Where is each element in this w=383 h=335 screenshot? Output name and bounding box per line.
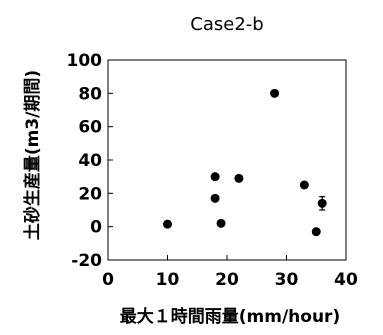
- data-points: [163, 88, 327, 237]
- chart-title: Case2-b: [190, 14, 263, 35]
- x-tick-label: 20: [215, 270, 239, 290]
- x-axis-label: 最大１時間雨量(mm/hour): [120, 306, 340, 327]
- data-point: [210, 193, 220, 203]
- y-axis: 100 80 60 40 20 0 -20: [67, 51, 113, 271]
- x-axis: 0 10 20 30 40: [102, 255, 358, 290]
- x-tick-label: 30: [275, 270, 299, 290]
- y-tick-label: 60: [78, 118, 102, 138]
- data-point: [311, 227, 321, 237]
- data-point: [210, 172, 220, 182]
- data-point: [234, 173, 244, 183]
- y-tick-label: 80: [78, 84, 102, 104]
- x-tick-label: 40: [334, 270, 358, 290]
- y-tick-label: 100: [67, 51, 103, 71]
- y-tick-label: 20: [78, 184, 102, 204]
- data-point: [216, 218, 226, 228]
- y-tick-label: -20: [71, 251, 102, 271]
- y-tick-label: 0: [90, 218, 102, 238]
- y-axis-label: 土砂生産量(m3/期間): [22, 70, 43, 240]
- x-tick-label: 10: [156, 270, 180, 290]
- x-tick-label: 0: [102, 270, 114, 290]
- data-point: [270, 88, 280, 98]
- data-point: [299, 180, 309, 190]
- y-tick-label: 40: [78, 151, 102, 171]
- data-point: [163, 219, 172, 229]
- data-point: [317, 198, 327, 208]
- plot-area: [107, 59, 347, 261]
